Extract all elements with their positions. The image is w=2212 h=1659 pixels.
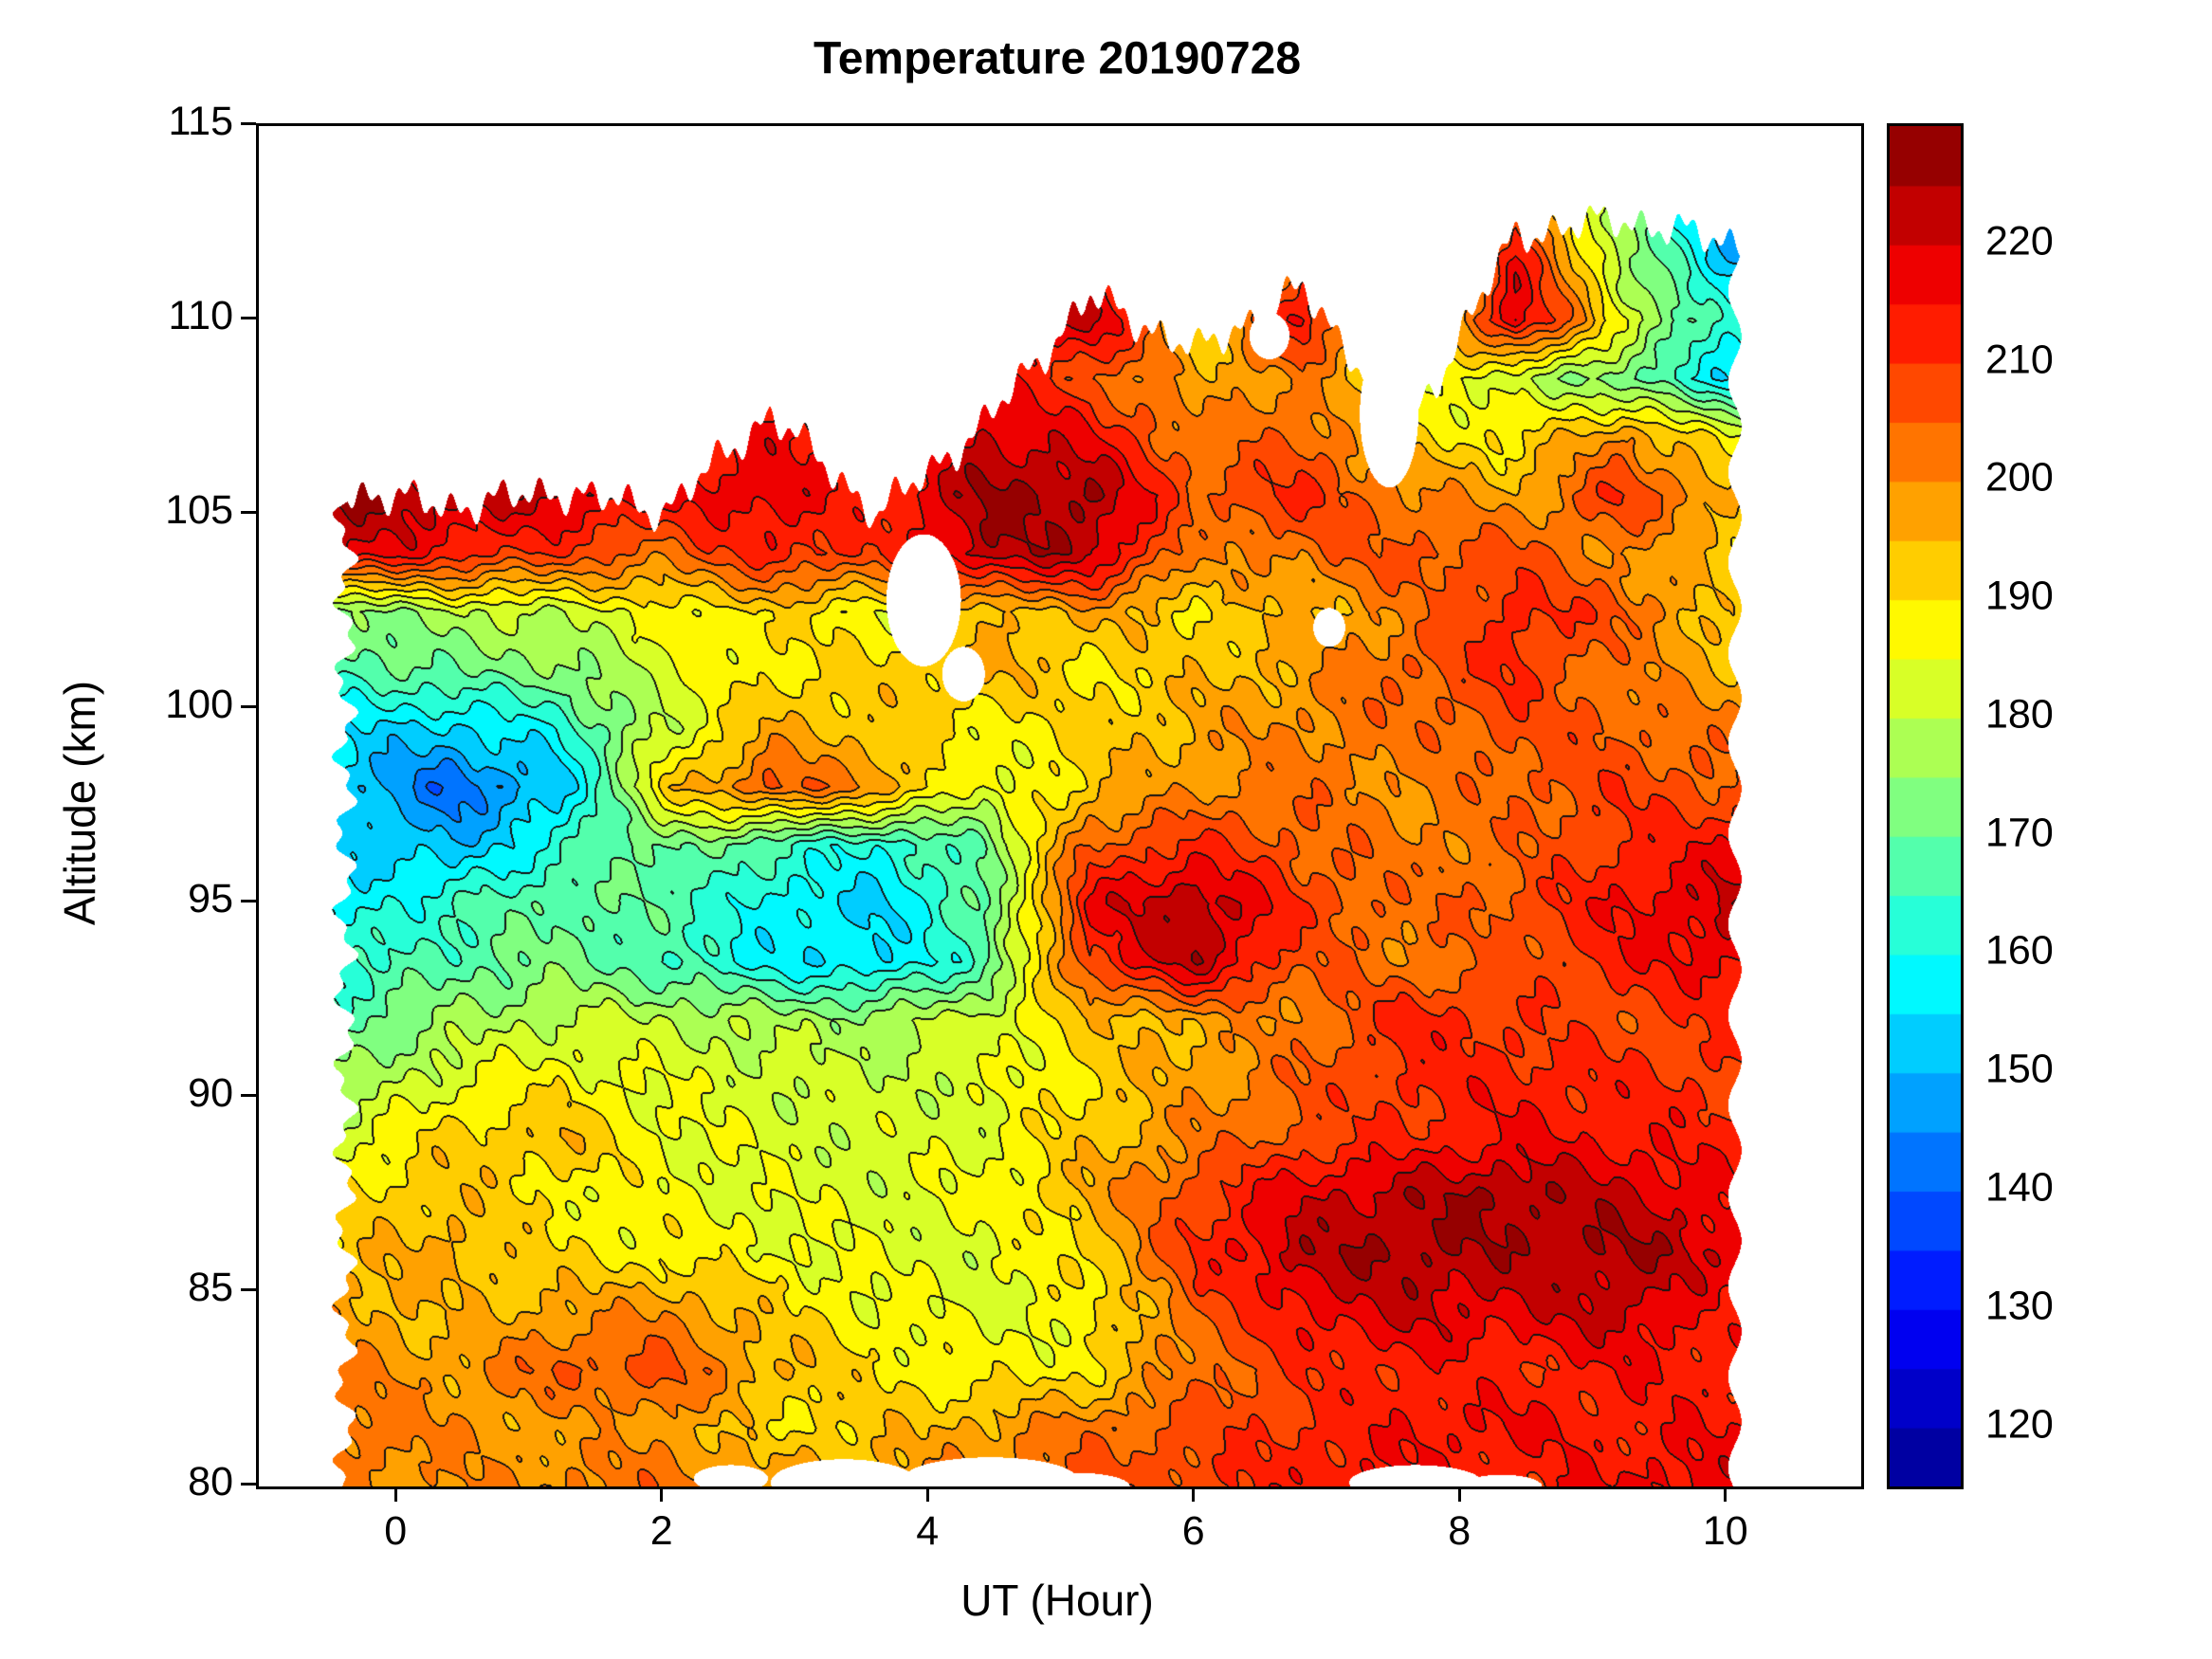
chart-title: Temperature 20190728: [813, 33, 1302, 84]
y-tick-mark: [241, 316, 256, 319]
x-tick-label: 10: [1702, 1508, 1748, 1554]
colorbar-tick-label: 200: [1985, 454, 2054, 501]
y-tick-mark: [241, 704, 256, 708]
x-tick-mark: [925, 1486, 929, 1502]
y-tick-mark: [241, 1093, 256, 1097]
x-tick-mark: [393, 1486, 397, 1502]
x-tick-mark: [1192, 1486, 1196, 1502]
colorbar-tick-label: 140: [1985, 1164, 2054, 1211]
y-tick-mark: [241, 510, 256, 514]
x-tick-mark: [1457, 1486, 1461, 1502]
y-tick-mark: [241, 899, 256, 902]
y-tick-label: 105: [165, 487, 233, 533]
x-tick-label: 4: [916, 1508, 940, 1554]
y-tick-label: 95: [188, 876, 233, 921]
x-axis-label: UT (Hour): [960, 1576, 1154, 1625]
y-tick-label: 110: [168, 293, 233, 338]
colorbar-tick-label: 120: [1985, 1401, 2054, 1448]
colorbar-tick-label: 160: [1985, 927, 2054, 974]
colorbar-canvas: [1890, 126, 1961, 1486]
colorbar-tick-label: 220: [1985, 218, 2054, 264]
x-tick-label: 2: [649, 1508, 673, 1554]
plot-area: [256, 123, 1864, 1489]
contour-canvas: [259, 126, 1861, 1486]
y-tick-label: 80: [188, 1459, 233, 1504]
y-tick-mark: [241, 1482, 256, 1486]
x-tick-label: 6: [1181, 1508, 1205, 1554]
x-tick-label: 0: [384, 1508, 408, 1554]
x-tick-mark: [1724, 1486, 1728, 1502]
y-tick-mark: [241, 121, 256, 125]
colorbar-tick-label: 180: [1985, 691, 2054, 738]
colorbar-tick-label: 150: [1985, 1046, 2054, 1092]
colorbar-tick-label: 210: [1985, 337, 2054, 383]
colorbar-tick-label: 130: [1985, 1283, 2054, 1329]
y-tick-label: 90: [188, 1070, 233, 1116]
y-tick-mark: [241, 1287, 256, 1291]
y-tick-label: 85: [188, 1265, 233, 1310]
x-tick-label: 8: [1448, 1508, 1472, 1554]
colorbar: [1887, 123, 1964, 1489]
y-tick-label: 100: [165, 682, 233, 727]
y-axis-label: Altitude (km): [55, 680, 104, 926]
colorbar-tick-label: 190: [1985, 573, 2054, 619]
colorbar-tick-label: 170: [1985, 810, 2054, 856]
x-tick-mark: [660, 1486, 664, 1502]
y-tick-label: 115: [168, 99, 233, 144]
